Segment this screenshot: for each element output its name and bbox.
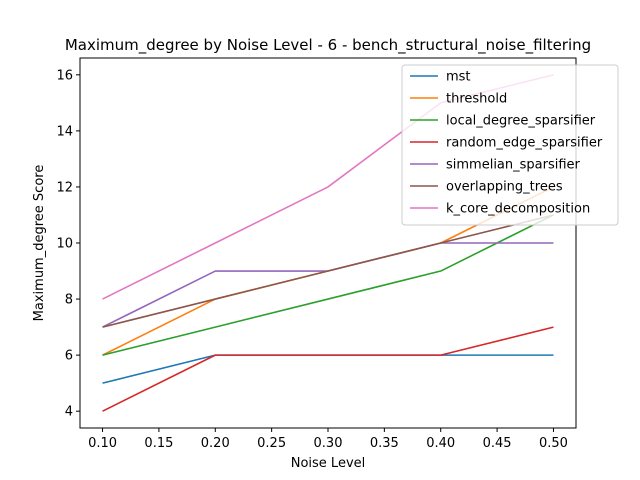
y-axis-label: Maximum_degree Score bbox=[32, 165, 47, 322]
x-tick-label: 0.25 bbox=[257, 436, 286, 451]
legend-label: threshold bbox=[446, 92, 507, 107]
y-tick-label: 10 bbox=[56, 237, 73, 252]
legend-box bbox=[401, 64, 619, 226]
x-tick-label: 0.50 bbox=[539, 436, 568, 451]
x-tick-label: 0.10 bbox=[88, 436, 117, 451]
plot-lines bbox=[102, 74, 554, 412]
x-tick-label: 0.35 bbox=[370, 436, 399, 451]
y-tick-label: 6 bbox=[65, 349, 73, 364]
y-tick-label: 16 bbox=[56, 68, 73, 83]
y-tick-label: 8 bbox=[65, 293, 73, 308]
x-tick-label: 0.30 bbox=[314, 436, 343, 451]
series-line-random-edge-sparsifier bbox=[102, 326, 554, 412]
y-tick-label: 14 bbox=[56, 124, 73, 139]
chart-title: Maximum_degree by Noise Level - 6 - benc… bbox=[65, 36, 591, 55]
x-axis-label: Noise Level bbox=[291, 456, 366, 471]
legend-label: random_edge_sparsifier bbox=[446, 136, 603, 151]
y-tick-label: 12 bbox=[56, 180, 73, 195]
y-tick-label: 4 bbox=[65, 405, 73, 420]
legend-label: local_degree_sparsifier bbox=[446, 114, 596, 129]
x-tick-label: 0.15 bbox=[144, 436, 173, 451]
legend-label: mst bbox=[446, 70, 471, 85]
legend-label: overlapping_trees bbox=[446, 180, 563, 195]
x-tick-label: 0.40 bbox=[426, 436, 455, 451]
legend: mst threshold local_degree_sparsifierrando… bbox=[401, 64, 619, 226]
y-axis: 4 6 8 10 12 14 16 bbox=[56, 68, 80, 420]
series-line-mst bbox=[102, 354, 554, 384]
series-line-overlapping-trees bbox=[102, 214, 554, 328]
series-line-simmelian-sparsifier bbox=[102, 242, 554, 328]
legend-label: simmelian_sparsifier bbox=[446, 158, 581, 173]
x-tick-label: 0.20 bbox=[201, 436, 230, 451]
series-line-local-degree-sparsifier bbox=[102, 214, 554, 356]
x-axis: 0.10 0.15 0.20 0.25 0.30 0.35 0.40 0.45 0.50 bbox=[88, 428, 568, 451]
legend-label: k_core_decomposition bbox=[446, 202, 590, 217]
x-tick-label: 0.45 bbox=[483, 436, 512, 451]
